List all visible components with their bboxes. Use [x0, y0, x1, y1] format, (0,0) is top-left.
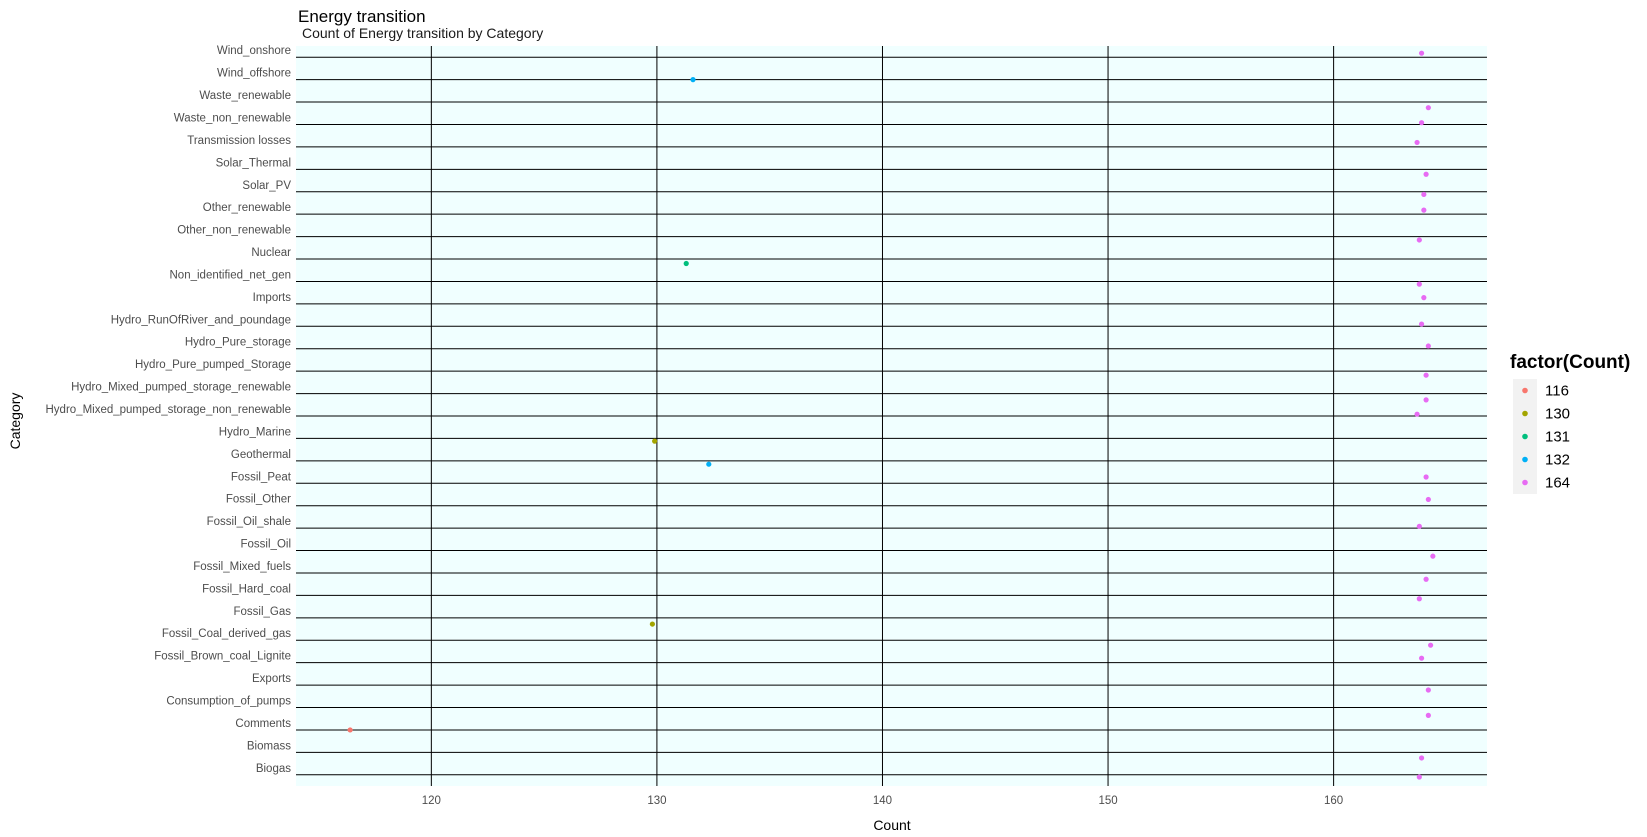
- y-tick-labels: Wind_onshore Wind_offshore Waste_renewable…: [46, 45, 292, 775]
- y-tick-label: Hydro_Mixed_pumped_storage_renewable: [71, 382, 291, 394]
- legend-key: [1522, 479, 1528, 486]
- legend-label: 132: [1545, 452, 1570, 469]
- y-tick-label: Biomass: [247, 740, 291, 752]
- data-point: [1416, 774, 1422, 780]
- data-point: [1421, 295, 1427, 301]
- y-tick-label: Waste_renewable: [199, 90, 291, 102]
- data-point: [683, 260, 689, 267]
- y-tick-label: Fossil_Brown_coal_Lignite: [154, 651, 291, 663]
- data-point: [1418, 50, 1425, 56]
- y-tick-label: Fossil_Oil: [241, 539, 291, 551]
- y-tick-label: Fossil_Hard_coal: [202, 583, 291, 595]
- legend-label: 116: [1545, 383, 1569, 400]
- legend: factor(Count) 116 130 131 132 164: [1510, 352, 1630, 494]
- legend-title: factor(Count): [1510, 352, 1630, 373]
- data-point: [347, 727, 353, 733]
- y-tick-label: Wind_onshore: [217, 45, 291, 57]
- data-point: [706, 461, 712, 467]
- y-tick-label: Exports: [252, 673, 291, 685]
- y-tick-label: Transmission losses: [187, 135, 291, 147]
- data-point: [1423, 576, 1429, 582]
- y-tick-label: Fossil_Coal_derived_gas: [162, 628, 291, 640]
- data-point: [1418, 321, 1425, 327]
- y-tick-label: Fossil_Mixed_fuels: [193, 561, 291, 573]
- y-tick-label: Waste_non_renewable: [174, 112, 291, 124]
- y-tick-label: Fossil_Other: [226, 494, 291, 506]
- legend-label: 131: [1545, 429, 1570, 446]
- chart-subtitle: Count of Energy transition by Category: [302, 25, 543, 41]
- y-tick-label: Hydro_RunOfRiver_and_poundage: [111, 314, 291, 326]
- legend-label: 130: [1545, 406, 1570, 423]
- data-point: [1421, 191, 1427, 198]
- y-tick-label: Geothermal: [231, 449, 291, 461]
- data-point: [1425, 105, 1431, 111]
- y-axis-label: Category: [7, 393, 23, 450]
- legend-label: 164: [1545, 475, 1570, 492]
- y-tick-label: Other_non_renewable: [177, 225, 291, 237]
- data-point: [1421, 207, 1427, 213]
- x-tick-label: 150: [1098, 795, 1117, 807]
- data-point: [1416, 596, 1422, 602]
- data-point: [1416, 523, 1422, 529]
- data-point: [1425, 496, 1431, 503]
- data-point: [1423, 474, 1429, 480]
- data-point: [1414, 139, 1420, 146]
- y-tick-label: Fossil_Gas: [233, 606, 291, 618]
- y-tick-label: Fossil_Oil_shale: [207, 516, 291, 528]
- y-tick-label: Hydro_Pure_storage: [185, 337, 291, 349]
- y-tick-label: Wind_offshore: [217, 68, 291, 80]
- data-point: [1418, 755, 1425, 761]
- data-point: [1423, 372, 1429, 378]
- chart-title: Energy transition: [298, 7, 426, 26]
- data-point: [1418, 120, 1425, 126]
- y-tick-label: Hydro_Marine: [219, 426, 291, 438]
- data-point: [1416, 237, 1422, 243]
- y-tick-label: Hydro_Mixed_pumped_storage_non_renewable: [46, 404, 292, 416]
- legend-key: [1522, 456, 1528, 463]
- y-tick-label: Non_identified_net_gen: [170, 269, 292, 281]
- legend-key: [1522, 433, 1528, 440]
- data-point: [1423, 171, 1429, 177]
- data-point: [1430, 553, 1436, 559]
- data-point: [1423, 397, 1429, 403]
- data-points: [347, 50, 1436, 780]
- data-point: [690, 77, 696, 83]
- x-tick-labels: 120 130 140 150 160: [422, 795, 1343, 807]
- x-tick-label: 140: [873, 795, 892, 807]
- x-tick-label: 130: [647, 795, 666, 807]
- y-tick-label: Imports: [253, 292, 292, 304]
- data-point: [1425, 712, 1431, 718]
- y-tick-label: Fossil_Peat: [231, 471, 292, 483]
- x-tick-label: 160: [1324, 795, 1343, 807]
- data-point: [1425, 687, 1431, 693]
- legend-key: [1522, 387, 1528, 394]
- y-tick-label: Solar_PV: [242, 180, 291, 192]
- legend-items: 116 130 131 132 164: [1513, 379, 1570, 494]
- data-point: [1414, 411, 1420, 417]
- data-point: [649, 621, 655, 627]
- y-gridlines: [296, 56, 1487, 776]
- y-tick-label: Solar_Thermal: [216, 157, 291, 169]
- y-tick-label: Other_renewable: [203, 202, 291, 214]
- x-axis-label: Count: [873, 817, 910, 833]
- y-tick-label: Biogas: [256, 763, 291, 775]
- legend-key: [1522, 410, 1528, 417]
- data-point: [652, 438, 658, 444]
- x-tick-label: 120: [422, 795, 441, 807]
- data-point: [1428, 642, 1434, 648]
- y-tick-label: Consumption_of_pumps: [166, 696, 291, 708]
- y-tick-label: Hydro_Pure_pumped_Storage: [135, 359, 291, 371]
- y-tick-label: Nuclear: [251, 247, 291, 259]
- data-point: [1425, 343, 1431, 349]
- data-point: [1416, 281, 1422, 287]
- y-tick-label: Comments: [235, 718, 291, 730]
- data-point: [1418, 655, 1425, 661]
